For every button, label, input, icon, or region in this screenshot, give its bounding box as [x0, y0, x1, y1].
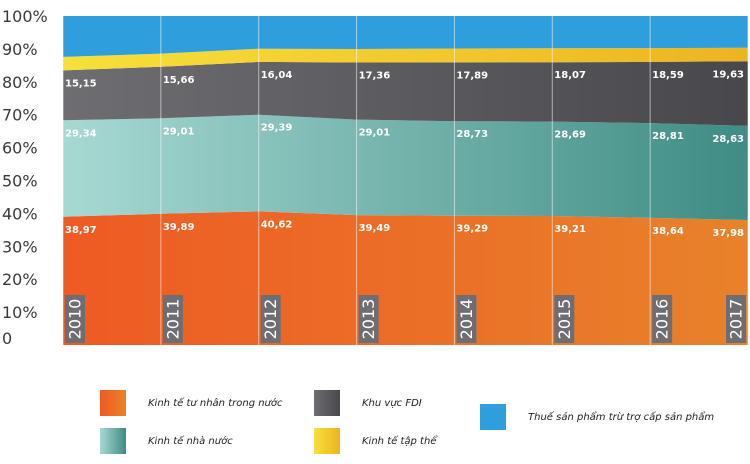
data-label: 39,29	[456, 224, 488, 235]
y-tick-label: 90%	[2, 40, 38, 59]
x-tick-box	[260, 295, 281, 343]
y-tick-label: 30%	[2, 237, 38, 256]
data-label: 29,01	[359, 128, 391, 139]
data-label: 29,39	[261, 123, 293, 134]
x-axis: 2010 2011 2012 2013 2014 2015 2016 2017	[65, 295, 746, 343]
x-tick-label: 2011	[163, 299, 182, 340]
x-tick-box	[726, 295, 746, 343]
data-labels-layer: 38,97 39,89 40,62 39,49 39,29 39,21 38,64 37,98…	[65, 69, 744, 239]
x-tick-label: 2014	[457, 299, 476, 340]
y-tick-label: 60%	[2, 139, 38, 158]
areas-layer	[63, 16, 748, 345]
data-label: 38,64	[652, 226, 684, 237]
y-tick-label: 10%	[2, 303, 38, 322]
x-tick-label: 2015	[555, 299, 574, 340]
data-label: 16,04	[261, 70, 293, 81]
area-khu-vực-fdi	[63, 61, 748, 126]
grid-layer	[62, 16, 749, 345]
y-axis: 0 10% 20% 30% 40% 50% 60% 70% 80% 90% 100%	[2, 7, 48, 348]
y-tick-label: 0	[2, 329, 12, 348]
y-tick-label: 50%	[2, 172, 38, 191]
area-kinh-tế-nhà-nước	[63, 114, 748, 220]
y-tick-label: 40%	[2, 204, 38, 223]
y-tick-label: 70%	[2, 106, 38, 125]
x-tick-label: 2012	[261, 299, 280, 340]
data-label: 15,66	[163, 75, 195, 86]
area-thuế-sản-phẩm-trừ-trợ-cấp-sản-phẩm	[63, 16, 748, 57]
data-label: 18,07	[554, 70, 586, 81]
x-tick-label: 2013	[359, 299, 378, 340]
data-label: 28,69	[554, 130, 586, 141]
data-label: 29,01	[163, 126, 195, 137]
data-label: 19,63	[712, 69, 744, 80]
x-tick-label: 2010	[66, 299, 85, 340]
x-tick-box	[652, 295, 673, 343]
y-tick-label: 80%	[2, 73, 38, 92]
x-tick-label: 2017	[727, 299, 746, 340]
x-tick-label: 2016	[653, 299, 672, 340]
y-tick-label: 100%	[2, 7, 48, 26]
data-label: 28,63	[712, 134, 744, 145]
y-tick-label: 20%	[2, 270, 38, 289]
x-tick-box	[65, 295, 85, 343]
data-label: 28,81	[652, 131, 684, 142]
data-label: 29,34	[65, 128, 97, 139]
x-tick-box	[358, 295, 379, 343]
area-kinh-tế-tư-nhân-trong-nước	[63, 211, 748, 345]
x-tick-box	[554, 295, 575, 343]
x-tick-box	[456, 295, 477, 343]
data-label: 28,73	[456, 129, 488, 140]
data-label: 38,97	[65, 225, 97, 236]
data-label: 39,49	[359, 223, 391, 234]
area-kinh-tế-tập-thể	[63, 47, 748, 71]
data-label: 17,89	[456, 70, 488, 81]
data-label: 39,21	[554, 224, 586, 235]
data-label: 37,98	[712, 228, 744, 239]
data-label: 39,89	[163, 222, 195, 233]
data-label: 17,36	[359, 71, 391, 82]
x-tick-box	[162, 295, 183, 343]
data-label: 40,62	[261, 219, 293, 230]
data-label: 15,15	[65, 78, 97, 89]
data-label: 18,59	[652, 70, 684, 81]
